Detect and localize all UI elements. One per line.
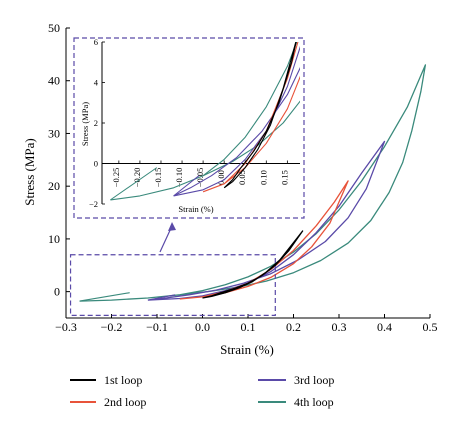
inset-x-tick-label: 0.05 bbox=[237, 170, 247, 185]
inset-x-tick-label: −0.10 bbox=[174, 168, 184, 188]
y-tick-label: 20 bbox=[48, 179, 60, 193]
series-tail-1 bbox=[79, 292, 130, 302]
x-tick-label: −0.1 bbox=[146, 320, 168, 334]
inset-series-line-1st-loop bbox=[223, 42, 297, 189]
x-tick-label: −0.3 bbox=[55, 320, 77, 334]
y-tick-label: 30 bbox=[48, 126, 60, 140]
series-line-1st-loop bbox=[202, 230, 304, 299]
x-tick-label: 0.1 bbox=[241, 320, 256, 334]
inset-y-axis-label: Stress (MPa) bbox=[80, 102, 90, 146]
x-tick-label: 0.2 bbox=[286, 320, 301, 334]
x-tick-label: 0.4 bbox=[377, 320, 392, 334]
x-tick-label: −0.2 bbox=[101, 320, 123, 334]
zoom-connector-arrowhead bbox=[168, 222, 176, 231]
y-axis-label: Stress (MPa) bbox=[22, 138, 37, 206]
y-tick-label: 10 bbox=[48, 232, 60, 246]
zoom-region-box bbox=[69, 222, 276, 316]
legend-label-4th-loop: 4th loop bbox=[294, 395, 334, 409]
inset-series-group bbox=[110, 42, 300, 201]
inset-x-tick-label: −0.15 bbox=[153, 168, 163, 188]
y-tick-label: 40 bbox=[48, 74, 60, 88]
zoom-region-rect bbox=[69, 254, 276, 316]
inset-series-tail-2 bbox=[173, 175, 200, 197]
inset-plot: −0.25 −0.20 −0.15 −0.10 −0.05 0.00 0.05 0.10 0.1… bbox=[73, 37, 305, 219]
inset-y-tick-label: −2 bbox=[89, 199, 98, 209]
inset-x-tick-label: −0.25 bbox=[111, 168, 121, 188]
inset-y-tick-label: 6 bbox=[94, 37, 98, 47]
legend: 1st loop 2nd loop 3rd loop 4th loop bbox=[70, 373, 334, 409]
x-tick-label: 0.5 bbox=[423, 320, 438, 334]
inset-series-line-3rd-loop bbox=[173, 45, 300, 197]
legend-label-1st-loop: 1st loop bbox=[104, 373, 142, 387]
inset-x-tick-label: −0.20 bbox=[132, 168, 142, 188]
x-axis-label: Strain (%) bbox=[220, 342, 274, 357]
inset-x-tick-label: 0.15 bbox=[279, 170, 289, 185]
y-tick-label: 50 bbox=[48, 21, 60, 35]
legend-label-3rd-loop: 3rd loop bbox=[294, 373, 334, 387]
series-tail-2 bbox=[147, 294, 176, 301]
inset-series-tail-1 bbox=[110, 167, 158, 201]
inset-y-tick-label: 4 bbox=[94, 78, 99, 88]
inset-x-tick-label: 0.10 bbox=[258, 170, 268, 185]
inset-x-tick-label: 0.00 bbox=[216, 170, 226, 185]
x-tick-label: 0.3 bbox=[332, 320, 347, 334]
main-tick-labels: −0.3 −0.2 −0.1 0.0 0.1 0.2 0.3 0.4 0.50102030405… bbox=[48, 21, 438, 334]
inset-x-axis-label: Strain (%) bbox=[178, 204, 213, 214]
inset-y-tick-label: 0 bbox=[94, 159, 98, 169]
main-plot bbox=[65, 27, 431, 319]
inset-y-tick-label: 2 bbox=[94, 118, 98, 128]
legend-label-2nd-loop: 2nd loop bbox=[104, 395, 146, 409]
x-tick-label: 0.0 bbox=[195, 320, 210, 334]
y-tick-label: 0 bbox=[54, 285, 60, 299]
